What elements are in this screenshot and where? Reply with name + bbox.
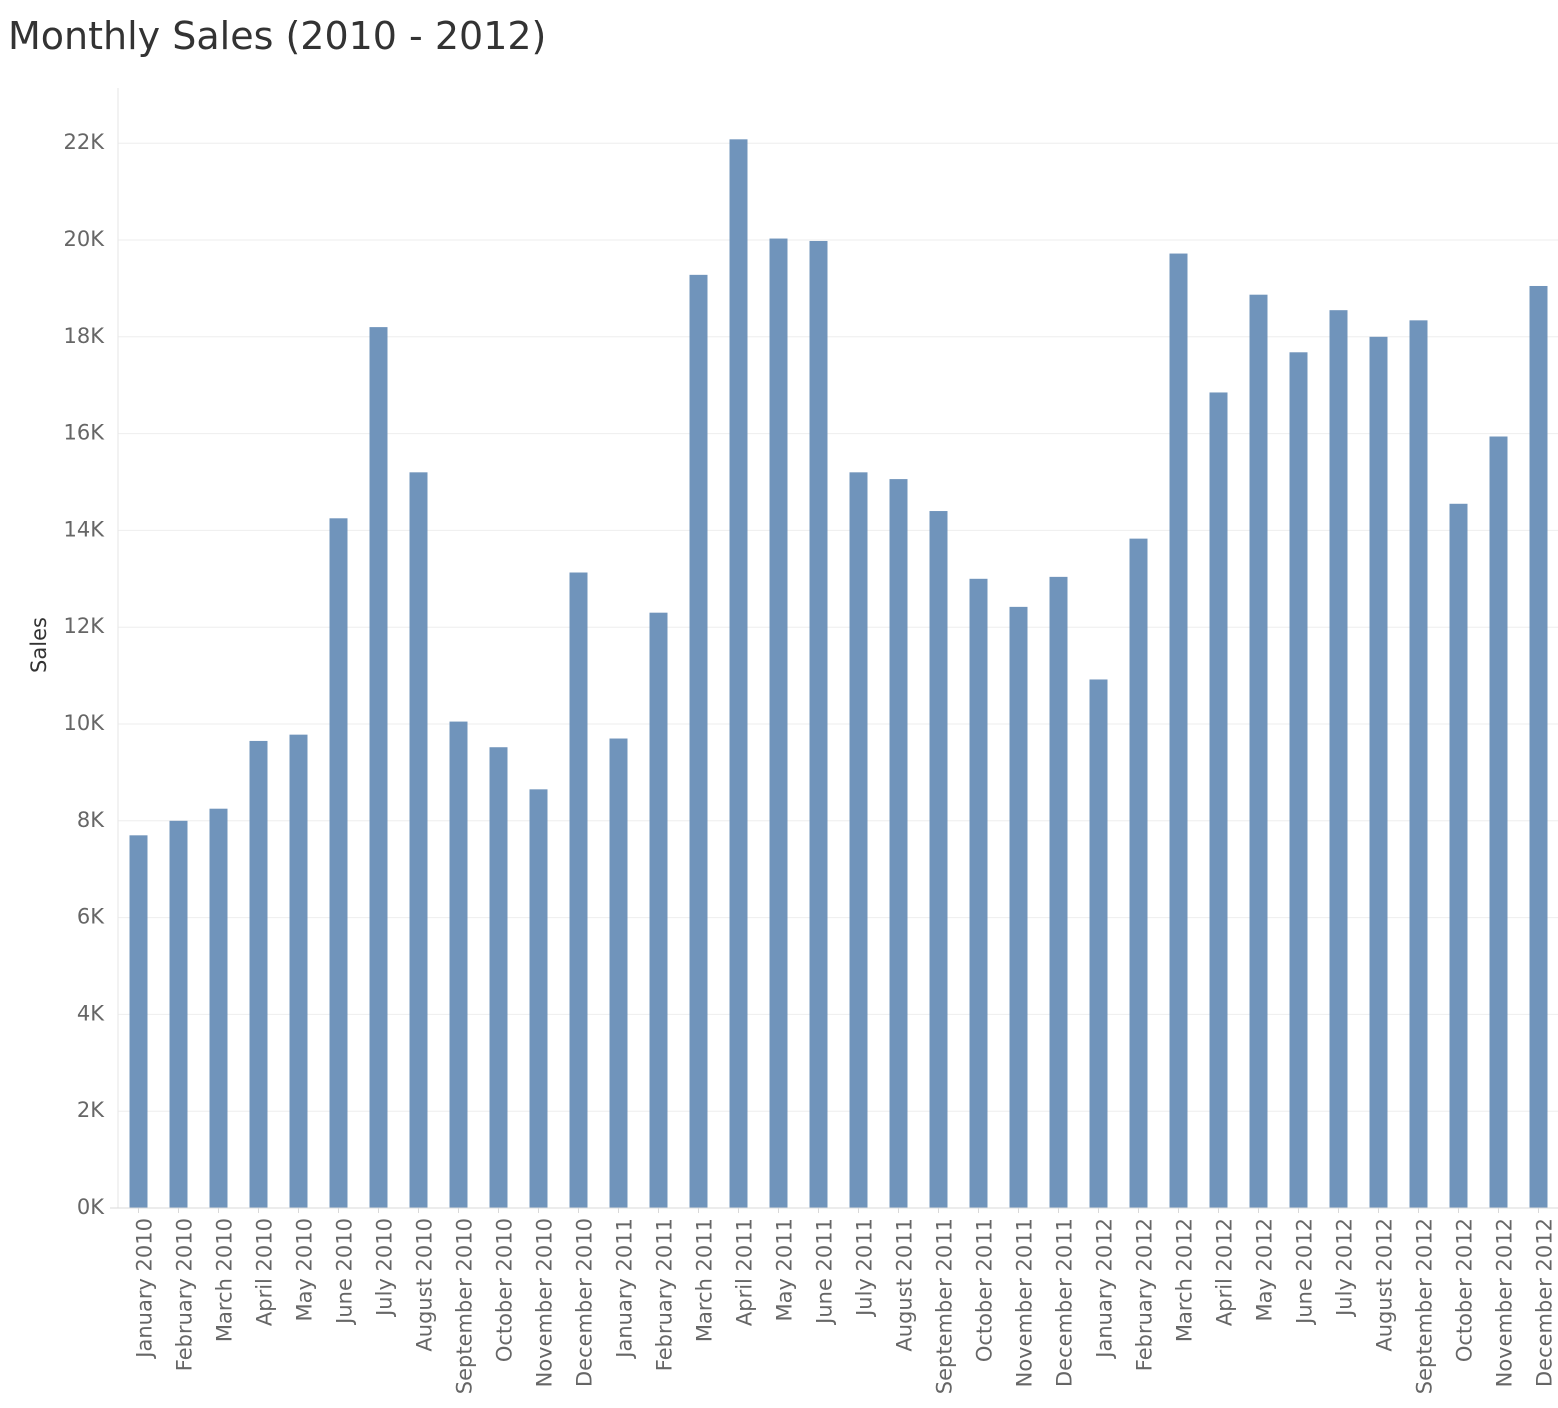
bar	[529, 789, 548, 1208]
x-tick-label: October 2010	[493, 1218, 517, 1362]
bar	[329, 518, 348, 1208]
bar	[569, 572, 588, 1208]
x-tick-label: August 2011	[893, 1218, 917, 1352]
y-axis-title: Sales	[27, 617, 51, 673]
bar	[489, 747, 508, 1208]
x-tick-label: October 2011	[973, 1218, 997, 1362]
bar	[1449, 503, 1468, 1208]
x-tick-label: June 2012	[1293, 1218, 1317, 1326]
x-tick-label: July 2012	[1333, 1218, 1357, 1318]
x-tick-label: June 2011	[813, 1218, 837, 1326]
y-tick-label: 6K	[77, 905, 105, 929]
x-tick-label: December 2012	[1533, 1218, 1557, 1387]
x-tick-label: February 2010	[173, 1218, 197, 1371]
y-tick-label: 16K	[64, 421, 106, 445]
y-tick-label: 20K	[64, 227, 106, 251]
x-tick-label: June 2010	[333, 1218, 357, 1326]
x-tick-label: October 2012	[1453, 1218, 1477, 1362]
bar	[1329, 310, 1348, 1208]
y-tick-label: 0K	[77, 1195, 105, 1219]
bar	[1169, 253, 1188, 1208]
chart-title: Monthly Sales (2010 - 2012)	[8, 14, 547, 58]
bar	[1129, 538, 1148, 1208]
gridlines	[118, 142, 1558, 1112]
bar	[649, 612, 668, 1208]
y-tick-label: 10K	[64, 711, 106, 735]
x-tick-label: September 2012	[1413, 1218, 1437, 1394]
bars	[129, 139, 1548, 1209]
bar	[929, 511, 948, 1208]
x-tick-label: March 2011	[693, 1218, 717, 1342]
x-tick-label: November 2010	[533, 1218, 557, 1387]
y-tick-label: 18K	[64, 324, 106, 348]
bar	[369, 327, 388, 1208]
bar	[449, 721, 468, 1208]
bar	[129, 835, 148, 1208]
x-tick-label: November 2012	[1493, 1218, 1517, 1387]
bar	[1049, 576, 1068, 1208]
bar	[1409, 320, 1428, 1208]
bar	[1529, 285, 1548, 1209]
bar	[249, 740, 268, 1208]
bar	[1209, 392, 1228, 1209]
x-tick-label: February 2011	[653, 1218, 677, 1371]
bar	[289, 734, 308, 1208]
bar	[889, 479, 908, 1208]
x-tick-label: March 2010	[213, 1218, 237, 1342]
bar	[1009, 606, 1028, 1208]
y-tick-label: 22K	[64, 130, 106, 154]
bar	[1369, 336, 1388, 1208]
x-tick-label: July 2010	[373, 1218, 397, 1318]
x-tick-label: March 2012	[1173, 1218, 1197, 1342]
bar	[689, 274, 708, 1208]
bar	[209, 808, 228, 1208]
bar	[809, 240, 828, 1208]
bar	[409, 472, 428, 1208]
y-tick-label: 14K	[64, 517, 106, 541]
bar	[609, 738, 628, 1208]
x-tick-label: May 2011	[773, 1218, 797, 1322]
x-tick-label: February 2012	[1133, 1218, 1157, 1371]
x-axis-tick-labels: January 2010 February 2010 March 2010 April…	[133, 1208, 1557, 1394]
bar	[769, 238, 788, 1209]
x-tick-label: April 2011	[733, 1218, 757, 1326]
x-tick-label: September 2011	[933, 1218, 957, 1394]
x-tick-label: August 2010	[413, 1218, 437, 1352]
x-tick-label: May 2012	[1253, 1218, 1277, 1322]
bar	[169, 820, 188, 1208]
x-tick-label: July 2011	[853, 1218, 877, 1318]
x-tick-label: December 2011	[1053, 1218, 1077, 1387]
x-tick-label: January 2010	[133, 1218, 157, 1360]
bar	[1249, 294, 1268, 1208]
x-tick-label: November 2011	[1013, 1218, 1037, 1387]
x-tick-label: January 2012	[1093, 1218, 1117, 1360]
y-tick-label: 8K	[77, 808, 105, 832]
y-axis-tick-labels: 0K 2K 4K 6K 8K 10K 12K 14K 16K 18K 20K 22K	[64, 130, 106, 1219]
y-tick-label: 2K	[77, 1098, 105, 1122]
bar	[1289, 352, 1308, 1209]
x-tick-label: January 2011	[613, 1218, 637, 1360]
bar	[1089, 679, 1108, 1208]
x-tick-label: April 2012	[1213, 1218, 1237, 1326]
y-tick-label: 12K	[64, 614, 106, 638]
x-tick-label: May 2010	[293, 1218, 317, 1322]
x-tick-label: August 2012	[1373, 1218, 1397, 1352]
x-tick-label: December 2010	[573, 1218, 597, 1387]
bar	[1489, 436, 1508, 1208]
bar	[849, 472, 868, 1208]
x-tick-label: April 2010	[253, 1218, 277, 1326]
bar	[969, 578, 988, 1208]
y-tick-label: 4K	[77, 1001, 105, 1025]
x-tick-label: September 2010	[453, 1218, 477, 1394]
bar	[729, 139, 748, 1208]
